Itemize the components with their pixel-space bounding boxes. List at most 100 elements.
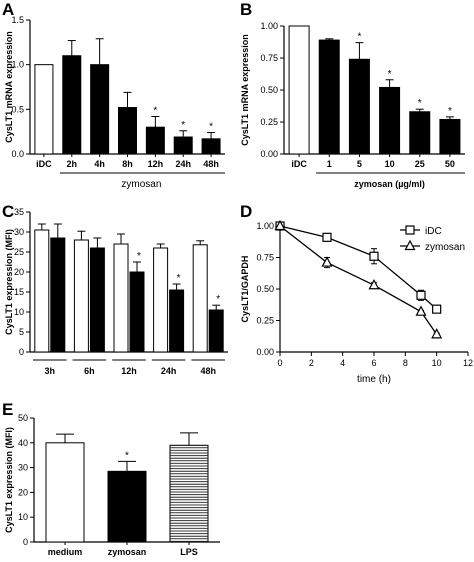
bar bbox=[129, 271, 145, 353]
x-tick-label: 50 bbox=[445, 159, 455, 169]
x-tick-label: iDC bbox=[291, 159, 307, 169]
bar bbox=[89, 247, 105, 353]
y-axis-label: CysLT1 expression (MFI) bbox=[4, 427, 14, 533]
data-point bbox=[369, 251, 379, 261]
bar bbox=[118, 107, 137, 155]
bar bbox=[113, 243, 129, 353]
panel-d: D 0.00 0.25 0.50 0.75 1.00 CysLT1/GAPDH 0 2 4 6 8 10… bbox=[240, 202, 473, 385]
bar bbox=[50, 237, 66, 353]
y-tick-label: 0.75 bbox=[260, 53, 278, 63]
data-point bbox=[321, 256, 333, 267]
significance-marker: * bbox=[418, 98, 422, 109]
legend-marker bbox=[405, 225, 415, 235]
significance-marker: * bbox=[137, 251, 141, 262]
legend-label: zymosan bbox=[425, 242, 465, 253]
y-tick-label: 1.00 bbox=[260, 21, 278, 31]
bar bbox=[173, 136, 193, 155]
bar bbox=[439, 118, 461, 155]
y-tick-label: 0 bbox=[19, 347, 24, 357]
data-point bbox=[415, 305, 427, 316]
y-tick-label: 20 bbox=[18, 487, 28, 497]
x-tick-label: 10 bbox=[385, 159, 395, 169]
x-tick-label: 12 bbox=[463, 358, 473, 368]
x-tick-label: 8h bbox=[122, 159, 133, 169]
x-tick-label: 25 bbox=[415, 159, 425, 169]
y-tick-label: 0.50 bbox=[260, 85, 278, 95]
x-tick-label: 12h bbox=[148, 159, 164, 169]
group-label: 3h bbox=[45, 366, 56, 376]
significance-marker: * bbox=[357, 32, 361, 43]
panel-letter: D bbox=[240, 202, 252, 221]
panel-letter: E bbox=[2, 400, 13, 419]
panel-e: E 0 10 20 30 40 50 CysLT1 expression (MFI) mediu… bbox=[2, 400, 220, 557]
data-point bbox=[274, 219, 286, 231]
bar bbox=[153, 247, 169, 353]
data-point bbox=[432, 304, 442, 314]
significance-marker: * bbox=[209, 122, 213, 133]
y-tick-label: 30 bbox=[14, 227, 24, 237]
y-tick-label: 35 bbox=[14, 207, 24, 217]
y-tick-label: 10 bbox=[18, 512, 28, 522]
bar bbox=[288, 25, 310, 155]
bar bbox=[107, 470, 147, 543]
bar bbox=[169, 444, 209, 543]
y-tick-label: 0 bbox=[23, 537, 28, 547]
y-tick-label: 50 bbox=[18, 413, 28, 423]
data-point bbox=[431, 328, 443, 339]
y-tick-label: 0.5 bbox=[11, 104, 24, 114]
y-axis-label: CysLT1 mRNA expression bbox=[4, 31, 14, 143]
x-axis-label: time (h) bbox=[357, 374, 391, 385]
y-tick-label: 30 bbox=[18, 463, 28, 473]
legend-label: iDC bbox=[425, 226, 442, 237]
x-tick-label: iDC bbox=[36, 159, 52, 169]
x-axis-label: zymosan (µg/ml) bbox=[354, 179, 425, 189]
x-axis-label: zymosan bbox=[121, 179, 161, 190]
bar bbox=[208, 309, 224, 353]
bar bbox=[145, 126, 165, 155]
y-tick-label: 0.00 bbox=[260, 149, 278, 159]
bar bbox=[409, 111, 431, 155]
y-tick-label: 1.5 bbox=[11, 15, 24, 25]
y-tick-label: 1.00 bbox=[256, 221, 274, 231]
data-point bbox=[368, 278, 380, 290]
panel-letter: A bbox=[2, 0, 14, 19]
significance-marker: * bbox=[125, 450, 129, 461]
x-tick-label: 0 bbox=[277, 358, 282, 368]
y-axis-label: CysLT1 mRNA expression bbox=[240, 34, 250, 146]
panel-c: C 0 5 10 15 20 25 30 35 CysLT1 expression (MFI) 3h… bbox=[2, 202, 228, 376]
series-line bbox=[279, 225, 438, 335]
x-tick-label: medium bbox=[48, 547, 83, 557]
y-tick-label: 10 bbox=[14, 307, 24, 317]
x-tick-label: 2 bbox=[309, 358, 314, 368]
significance-marker: * bbox=[181, 120, 185, 131]
significance-marker: * bbox=[388, 69, 392, 80]
panel-letter: C bbox=[2, 202, 14, 221]
y-tick-label: 20 bbox=[14, 267, 24, 277]
y-tick-label: 0.0 bbox=[11, 149, 24, 159]
y-tick-label: 5 bbox=[19, 327, 24, 337]
x-tick-label: 24h bbox=[175, 159, 191, 169]
y-tick-label: 15 bbox=[14, 287, 24, 297]
x-tick-label: 48h bbox=[203, 159, 219, 169]
bar bbox=[169, 289, 185, 353]
x-tick-label: 10 bbox=[432, 358, 442, 368]
group-label: 24h bbox=[161, 366, 177, 376]
x-tick-label: LPS bbox=[180, 547, 198, 557]
x-tick-label: 5 bbox=[357, 159, 362, 169]
significance-marker: * bbox=[448, 106, 452, 117]
data-point bbox=[322, 232, 332, 242]
x-tick-label: 4h bbox=[94, 159, 105, 169]
group-label: 6h bbox=[84, 366, 95, 376]
bar bbox=[45, 442, 85, 543]
series-line bbox=[279, 225, 438, 310]
bar bbox=[62, 55, 82, 155]
y-axis-label: CysLT1/GAPDH bbox=[240, 256, 250, 323]
panel-a: A 0.0 0.5 1.0 1.5 CysLT1 mRNA expression iDC 2h… bbox=[2, 0, 225, 190]
bar bbox=[73, 239, 89, 353]
significance-marker: * bbox=[216, 294, 220, 305]
y-tick-label: 0.25 bbox=[256, 316, 274, 326]
data-point bbox=[416, 290, 426, 300]
y-tick-label: 25 bbox=[14, 247, 24, 257]
bar bbox=[34, 229, 50, 353]
